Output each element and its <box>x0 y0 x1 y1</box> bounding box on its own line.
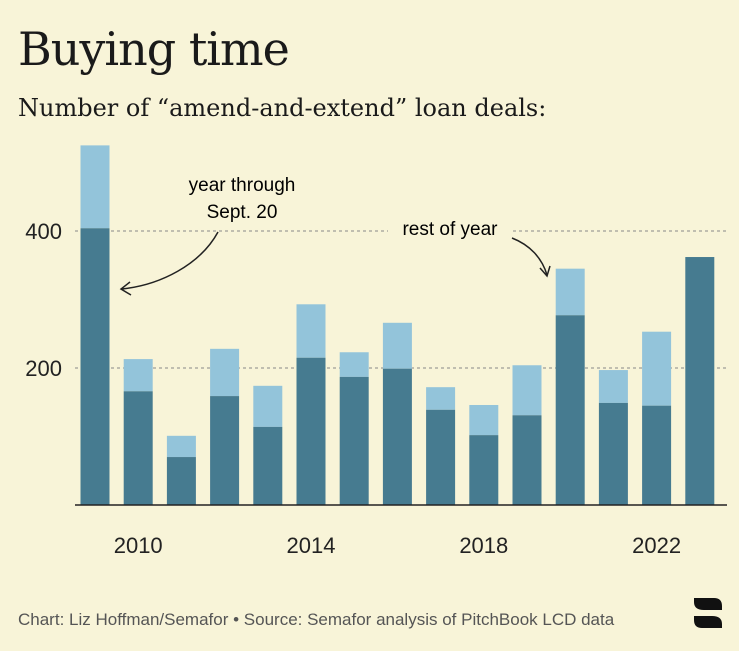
bar-rest-of-year-2020 <box>555 268 585 316</box>
x-tick-label: 2018 <box>459 533 508 558</box>
annotation-arrow-year-through <box>121 231 219 290</box>
bar-rest-of-year-2011 <box>166 435 196 458</box>
bar-year-through-2011 <box>166 457 196 505</box>
bar-year-through-2015 <box>339 376 369 505</box>
bar-rest-of-year-2021 <box>598 370 628 403</box>
bar-rest-of-year-2015 <box>339 352 369 377</box>
bar-year-through-2017 <box>426 409 456 505</box>
arrowhead-icon <box>539 265 551 278</box>
arrowhead-icon <box>119 281 132 296</box>
bar-year-through-2009 <box>80 228 110 505</box>
bar-rest-of-year-2014 <box>296 304 326 358</box>
annotation-year-through-line2: Sept. 20 <box>207 202 278 223</box>
x-tick-label: 2014 <box>287 533 336 558</box>
bar-rest-of-year-2018 <box>469 404 499 436</box>
bar-rest-of-year-2010 <box>123 359 153 392</box>
bar-rest-of-year-2013 <box>253 385 283 427</box>
bar-rest-of-year-2012 <box>210 348 240 397</box>
bar-rest-of-year-2022 <box>642 331 672 406</box>
annotation-year-through-line1: year through <box>189 175 296 196</box>
bar-year-through-2010 <box>123 391 153 505</box>
bar-year-through-2013 <box>253 426 283 505</box>
semafor-logo-icon <box>694 598 722 628</box>
chart-subtitle: Number of “amend-and-extend” loan deals: <box>18 94 547 122</box>
annotation-background <box>388 214 512 240</box>
y-tick-label: 200 <box>25 356 62 381</box>
chart-title: Buying time <box>18 22 290 76</box>
x-tick-label: 2010 <box>114 533 163 558</box>
bar-rest-of-year-2009 <box>80 145 110 229</box>
bar-year-through-2019 <box>512 415 542 505</box>
bar-year-through-2023 <box>685 257 715 505</box>
bar-year-through-2018 <box>469 435 499 505</box>
chart-source-footer: Chart: Liz Hoffman/Semafor • Source: Sem… <box>18 610 615 629</box>
bar-rest-of-year-2019 <box>512 365 542 416</box>
bar-year-through-2016 <box>382 368 412 505</box>
x-tick-label: 2022 <box>632 533 681 558</box>
bar-year-through-2021 <box>598 402 628 505</box>
bar-rest-of-year-2017 <box>426 387 456 410</box>
bar-year-through-2014 <box>296 357 326 505</box>
annotation-arrow-rest-of-year <box>511 237 548 276</box>
annotation-rest-of-year: rest of year <box>402 219 498 240</box>
bar-rest-of-year-2016 <box>382 322 412 369</box>
bar-year-through-2020 <box>555 315 585 505</box>
bar-year-through-2012 <box>210 396 240 505</box>
y-tick-label: 400 <box>25 219 62 244</box>
bar-year-through-2022 <box>642 405 672 505</box>
